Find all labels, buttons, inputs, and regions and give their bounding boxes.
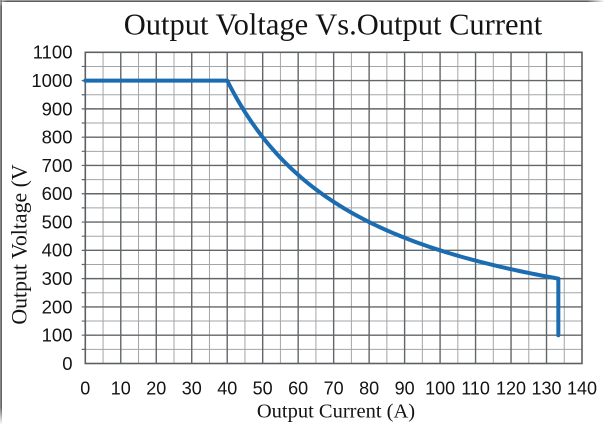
svg-text:120: 120 (496, 379, 526, 399)
svg-text:100: 100 (42, 325, 73, 346)
svg-text:140: 140 (567, 379, 597, 399)
svg-text:100: 100 (425, 379, 455, 399)
svg-text:1000: 1000 (31, 70, 72, 91)
svg-text:60: 60 (288, 379, 308, 399)
svg-text:Output Current (A): Output Current (A) (257, 401, 415, 423)
svg-text:Output Voltage (V: Output Voltage (V (8, 164, 32, 324)
svg-text:20: 20 (146, 379, 166, 399)
svg-text:90: 90 (395, 379, 415, 399)
svg-text:0: 0 (62, 353, 72, 374)
svg-text:130: 130 (531, 379, 561, 399)
svg-text:1100: 1100 (33, 42, 73, 63)
svg-text:400: 400 (42, 240, 73, 261)
svg-text:500: 500 (42, 211, 73, 232)
svg-text:10: 10 (111, 379, 131, 399)
svg-text:700: 700 (42, 155, 73, 176)
svg-text:40: 40 (217, 379, 237, 399)
svg-text:50: 50 (253, 379, 273, 399)
svg-text:80: 80 (359, 379, 379, 399)
svg-text:200: 200 (42, 296, 73, 317)
svg-text:110: 110 (461, 379, 490, 399)
svg-text:900: 900 (42, 98, 73, 119)
svg-text:600: 600 (42, 183, 73, 204)
svg-text:0: 0 (80, 379, 90, 399)
svg-text:70: 70 (324, 379, 344, 399)
svg-text:Output Voltage Vs.Output Curre: Output Voltage Vs.Output Current (124, 8, 543, 42)
svg-text:30: 30 (182, 379, 202, 399)
svg-text:800: 800 (42, 127, 73, 148)
svg-text:300: 300 (42, 268, 73, 289)
